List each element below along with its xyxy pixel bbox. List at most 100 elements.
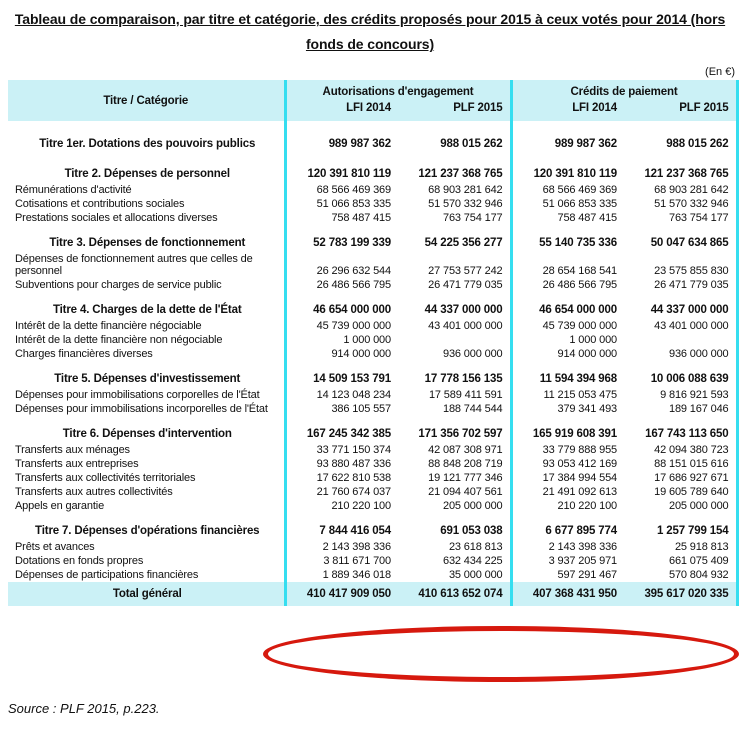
- cell-ae-lfi-2014: 1 000 000: [283, 333, 398, 347]
- cell-ae-plf-2015: 17 589 411 591: [428, 389, 503, 401]
- table-row: Intérêt de la dette financière négociabl…: [8, 319, 739, 333]
- cell-cp-plf-2015: [624, 333, 739, 347]
- row-label: Subventions pour charges de service publ…: [15, 279, 222, 291]
- row-label: Rémunérations d'activité: [15, 184, 132, 196]
- cell-ae-plf-2015: 691 053 038: [440, 525, 503, 537]
- cell-cp-lfi-2014: 93 053 412 169: [509, 457, 625, 471]
- cell-cp-plf-2015: 1 257 799 154: [624, 513, 739, 540]
- row-label: Prêts et avances: [15, 541, 95, 553]
- cell-ae-lfi-2014: 758 487 415: [283, 211, 398, 225]
- row-label: Transferts aux entreprises: [15, 458, 139, 470]
- cell-cp-plf-2015: 189 167 046: [624, 402, 739, 416]
- row-label: Total général: [8, 582, 285, 606]
- cell-ae-plf-2015: 632 434 225: [442, 555, 503, 567]
- cell-ae-plf-2015: 68 903 281 642: [428, 184, 503, 196]
- table-row: Transferts aux autres collectivités 21 7…: [8, 485, 739, 499]
- table-row: Total général 410 417 909 050 410 613 65…: [8, 582, 739, 606]
- cell-ae-lfi-2014: 3 811 671 700: [283, 554, 398, 568]
- cell-ae-lfi-2014: 68 566 469 369: [283, 183, 398, 197]
- document-page: Tableau de comparaison, par titre et cat…: [0, 7, 740, 733]
- column-header-ae-plf-2015: PLF 2015: [398, 100, 512, 121]
- row-label: Dépenses pour immobilisations incorporel…: [15, 403, 268, 415]
- row-label: Intérêt de la dette financière non négoc…: [15, 334, 223, 346]
- cell-ae-plf-2015: 19 121 777 346: [428, 472, 503, 484]
- cell-ae-lfi-2014: 167 245 342 385: [283, 416, 398, 443]
- table-header: Titre / Catégorie Autorisations d'engage…: [8, 80, 739, 121]
- cell-cp-plf-2015: 17 686 927 671: [624, 471, 739, 485]
- cell-ae-lfi-2014: 1 889 346 018: [283, 568, 398, 582]
- cell-ae-lfi-2014: 7 844 416 054: [283, 513, 398, 540]
- table-row: Titre 6. Dépenses d'intervention 167 245…: [8, 416, 739, 443]
- cell-ae-plf-2015: 51 570 332 946: [428, 198, 503, 210]
- table-body: Titre 1er. Dotations des pouvoirs public…: [8, 121, 739, 606]
- cell-cp-lfi-2014: 45 739 000 000: [509, 319, 625, 333]
- cell-ae-lfi-2014: 989 987 362: [283, 121, 398, 156]
- cell-ae-lfi-2014: 51 066 853 335: [283, 197, 398, 211]
- cell-ae-plf-2015: 54 225 356 277: [424, 237, 503, 249]
- cell-cp-plf-2015: 25 918 813: [624, 540, 739, 554]
- cell-ae-plf-2015: 171 356 702 597: [418, 428, 503, 440]
- cell-cp-lfi-2014: 758 487 415: [509, 211, 625, 225]
- table-row: Appels en garantie 210 220 100 205 000 0…: [8, 499, 739, 513]
- cell-cp-plf-2015: 43 401 000 000: [624, 319, 739, 333]
- cell-cp-plf-2015: 9 816 921 593: [624, 388, 739, 402]
- row-label: Titre 4. Charges de la dette de l'État: [52, 304, 242, 316]
- row-label: Transferts aux ménages: [15, 444, 130, 456]
- cell-cp-plf-2015: 42 094 380 723: [624, 443, 739, 457]
- row-label: Cotisations et contributions sociales: [15, 198, 185, 210]
- cell-ae-plf-2015: 410 613 652 074: [398, 582, 512, 606]
- cell-cp-lfi-2014: 68 566 469 369: [509, 183, 625, 197]
- cell-ae-lfi-2014: 914 000 000: [283, 347, 398, 361]
- cell-ae-plf-2015: 988 015 262: [440, 138, 503, 150]
- table-row: Prêts et avances 2 143 398 336 23 618 81…: [8, 540, 739, 554]
- cell-ae-plf-2015: 42 087 308 971: [428, 444, 503, 456]
- currency-unit-note: (En €): [705, 66, 735, 78]
- cell-cp-plf-2015: 167 743 113 650: [624, 416, 739, 443]
- cell-cp-lfi-2014: 165 919 608 391: [509, 416, 625, 443]
- cell-ae-plf-2015: 43 401 000 000: [428, 320, 503, 332]
- row-label: Titre 1er. Dotations des pouvoirs public…: [39, 138, 256, 150]
- table-row: Titre 3. Dépenses de fonctionnement 52 7…: [8, 225, 739, 252]
- cell-cp-lfi-2014: 914 000 000: [509, 347, 625, 361]
- column-header-ae-lfi-2014: LFI 2014: [283, 100, 398, 121]
- cell-cp-plf-2015: 763 754 177: [624, 211, 739, 225]
- cell-cp-lfi-2014: 379 341 493: [509, 402, 625, 416]
- table-row: Prestations sociales et allocations dive…: [8, 211, 739, 225]
- cell-ae-plf-2015: 35 000 000: [448, 569, 503, 581]
- budget-comparison-table: Titre / Catégorie Autorisations d'engage…: [8, 80, 739, 606]
- table-row: Dépenses de participations financières 1…: [8, 568, 739, 582]
- table-row: Titre 4. Charges de la dette de l'État 4…: [8, 292, 739, 319]
- cell-ae-plf-2015: 23 618 813: [448, 541, 503, 553]
- cell-ae-lfi-2014: 410 417 909 050: [283, 582, 398, 606]
- cell-cp-lfi-2014: 1 000 000: [509, 333, 625, 347]
- cell-ae-plf-2015: 44 337 000 000: [424, 304, 503, 316]
- row-label: Transferts aux collectivités territorial…: [15, 472, 196, 484]
- cell-cp-plf-2015: 661 075 409: [624, 554, 739, 568]
- row-label: Titre 6. Dépenses d'intervention: [62, 428, 232, 440]
- table-row: Transferts aux entreprises 93 880 487 33…: [8, 457, 739, 471]
- table-row: Intérêt de la dette financière non négoc…: [8, 333, 739, 347]
- cell-cp-lfi-2014: 3 937 205 971: [509, 554, 625, 568]
- cell-ae-lfi-2014: 14 509 153 791: [283, 361, 398, 388]
- row-label: Dotations en fonds propres: [15, 555, 144, 567]
- row-label: Titre 5. Dépenses d'investissement: [54, 373, 241, 385]
- cell-ae-plf-2015: 763 754 177: [442, 212, 503, 224]
- cell-ae-lfi-2014: 45 739 000 000: [283, 319, 398, 333]
- cell-ae-plf-2015: 21 094 407 561: [428, 486, 503, 498]
- column-group-autorisations-engagement: Autorisations d'engagement: [283, 80, 512, 100]
- cell-cp-plf-2015: 50 047 634 865: [624, 225, 739, 252]
- row-label: Prestations sociales et allocations dive…: [15, 212, 218, 224]
- table-row: Transferts aux ménages 33 771 150 374 42…: [8, 443, 739, 457]
- table-row: Titre 7. Dépenses d'opérations financièr…: [8, 513, 739, 540]
- table-row: Cotisations et contributions sociales 51…: [8, 197, 739, 211]
- cell-ae-lfi-2014: 2 143 398 336: [283, 540, 398, 554]
- cell-ae-lfi-2014: 52 783 199 339: [283, 225, 398, 252]
- cell-cp-lfi-2014: 17 384 994 554: [509, 471, 625, 485]
- cell-ae-plf-2015: 26 471 779 035: [428, 279, 503, 291]
- cell-ae-plf-2015: [398, 333, 511, 347]
- table-row: Titre 1er. Dotations des pouvoirs public…: [8, 121, 739, 156]
- table-row: Dépenses pour immobilisations corporelle…: [8, 388, 739, 402]
- cell-cp-lfi-2014: 33 779 888 955: [509, 443, 625, 457]
- cell-cp-lfi-2014: 407 368 431 950: [509, 582, 625, 606]
- column-header-cp-lfi-2014: LFI 2014: [509, 100, 625, 121]
